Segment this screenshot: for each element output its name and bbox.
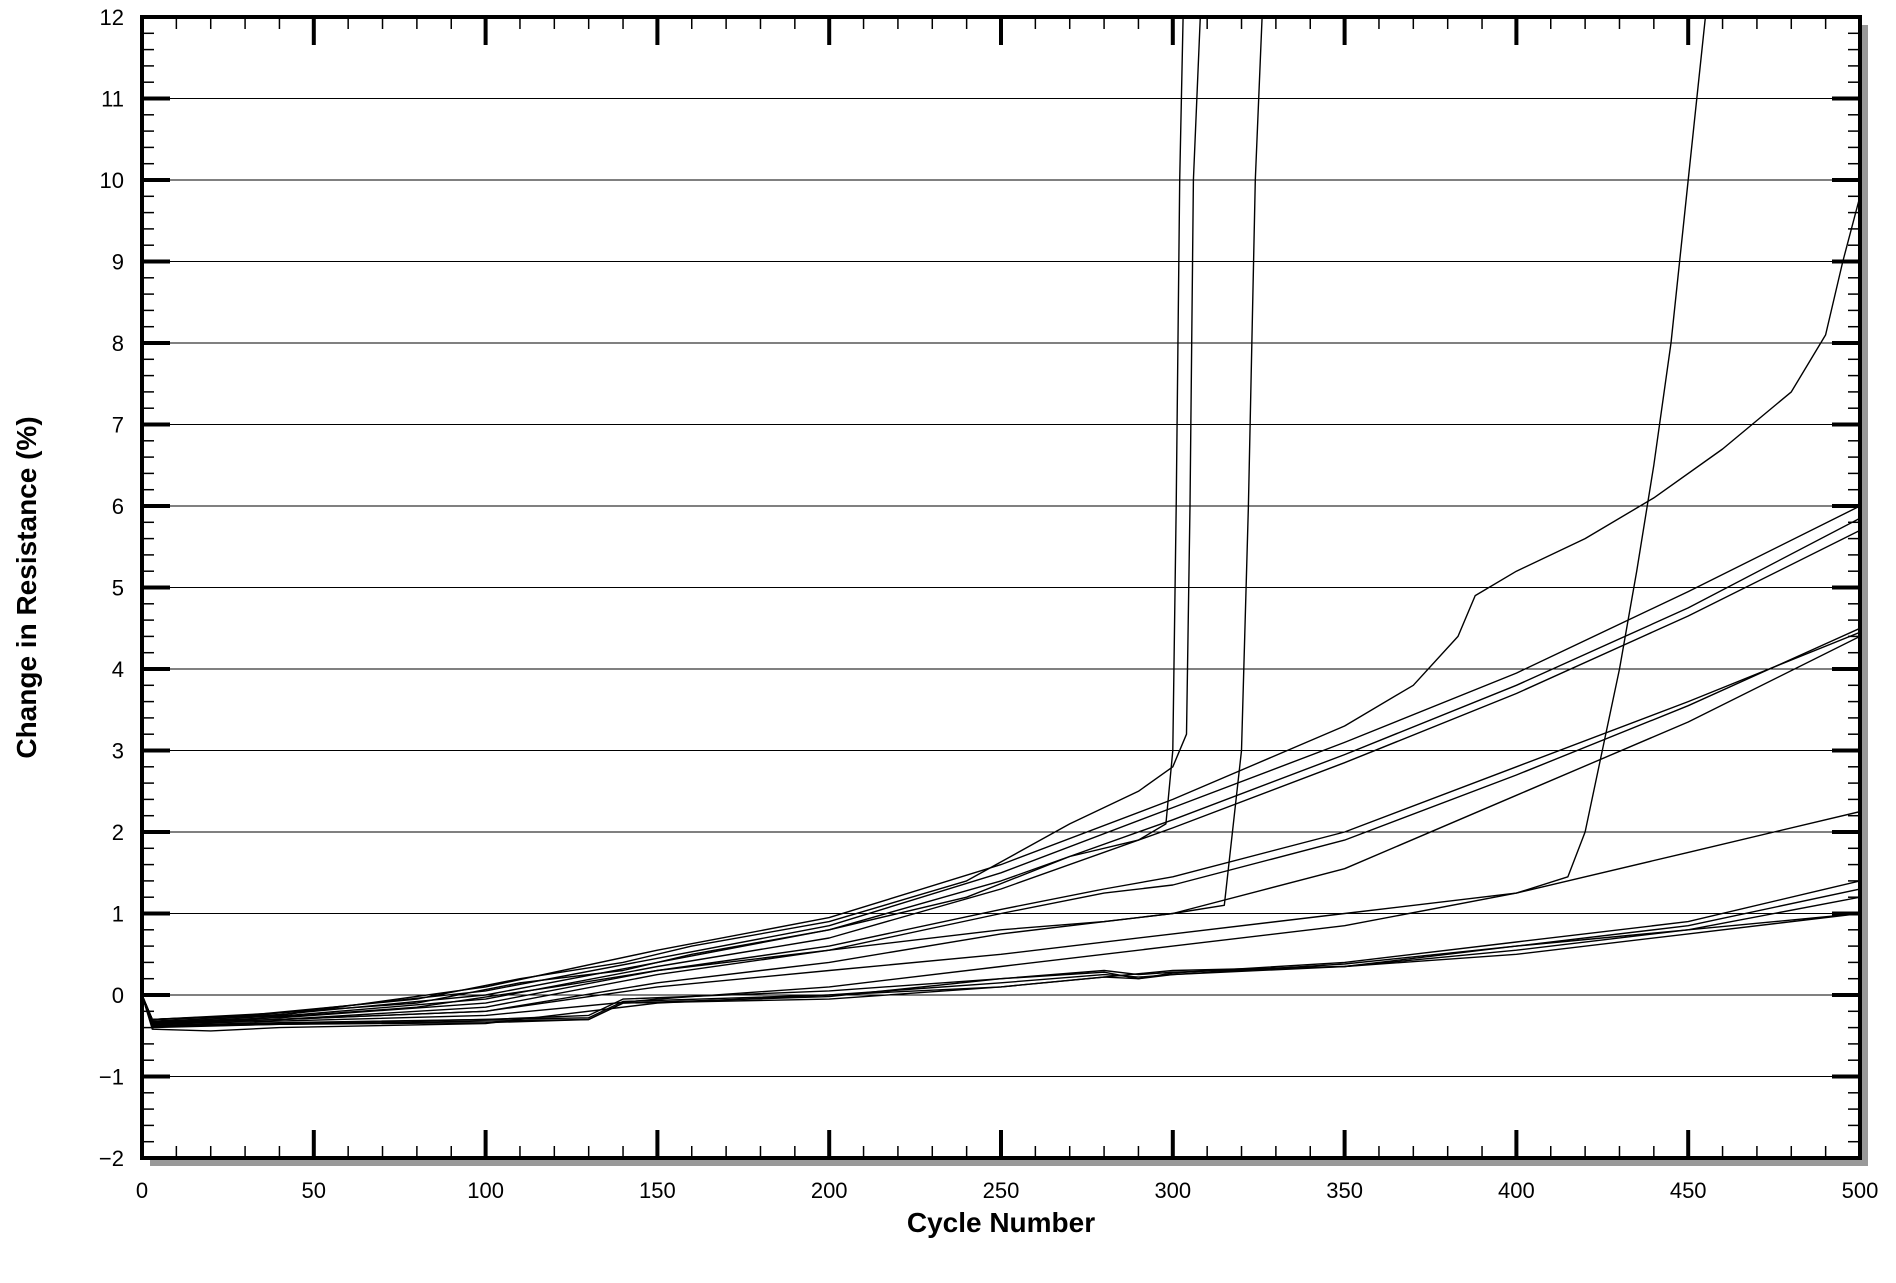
x-tick-labels: 0 50 100 150 200 250 300 350 400 450 500 [136,1178,1878,1203]
y-tick-label: 8 [112,331,124,356]
series-layer [142,17,1860,1032]
x-tick-label: 500 [1842,1178,1879,1203]
y-tick-label: 6 [112,494,124,519]
series-line-16 [142,912,1860,1029]
series-line-5 [142,505,1860,1021]
y-tick-label: 3 [112,739,124,764]
gridlines [142,98,1860,1077]
y-tick-label: 0 [112,983,124,1008]
series-line-14 [142,888,1860,1026]
series-line-7 [142,529,1860,1022]
y-tick-label: −2 [99,1146,124,1171]
plot-frame [140,15,1862,1160]
y-tick-label: 4 [112,657,124,682]
y-tick-label: −1 [99,1065,124,1090]
x-tick-label: 50 [302,1178,326,1203]
y-tick-label: 12 [100,5,124,30]
y-tick-label: 2 [112,820,124,845]
x-tick-label: 250 [983,1178,1020,1203]
major-ticks [140,15,1862,1160]
y-tick-label: 5 [112,576,124,601]
y-tick-label: 11 [101,87,124,112]
y-tick-label: 1 [112,902,124,927]
x-tick-label: 350 [1326,1178,1363,1203]
series-line-12 [142,810,1860,1026]
x-tick-label: 450 [1670,1178,1707,1203]
x-axis-title: Cycle Number [907,1207,1095,1238]
series-line-17 [142,912,1860,1032]
series-line-11 [142,17,1723,1025]
y-axis-title: Change in Resistance (%) [11,416,42,758]
x-tick-label: 400 [1498,1178,1535,1203]
y-tick-label: 10 [100,168,124,193]
x-tick-label: 150 [639,1178,676,1203]
series-line-3 [142,17,1263,1025]
series-line-6 [142,517,1860,1021]
series-line-4 [142,196,1860,1021]
x-tick-label: 100 [467,1178,504,1203]
x-tick-label: 200 [811,1178,848,1203]
x-tick-label: 300 [1154,1178,1191,1203]
y-tick-label: 9 [112,250,124,275]
series-line-8 [142,631,1860,1023]
x-tick-label: 0 [136,1178,148,1203]
y-tick-label: 7 [112,413,124,438]
